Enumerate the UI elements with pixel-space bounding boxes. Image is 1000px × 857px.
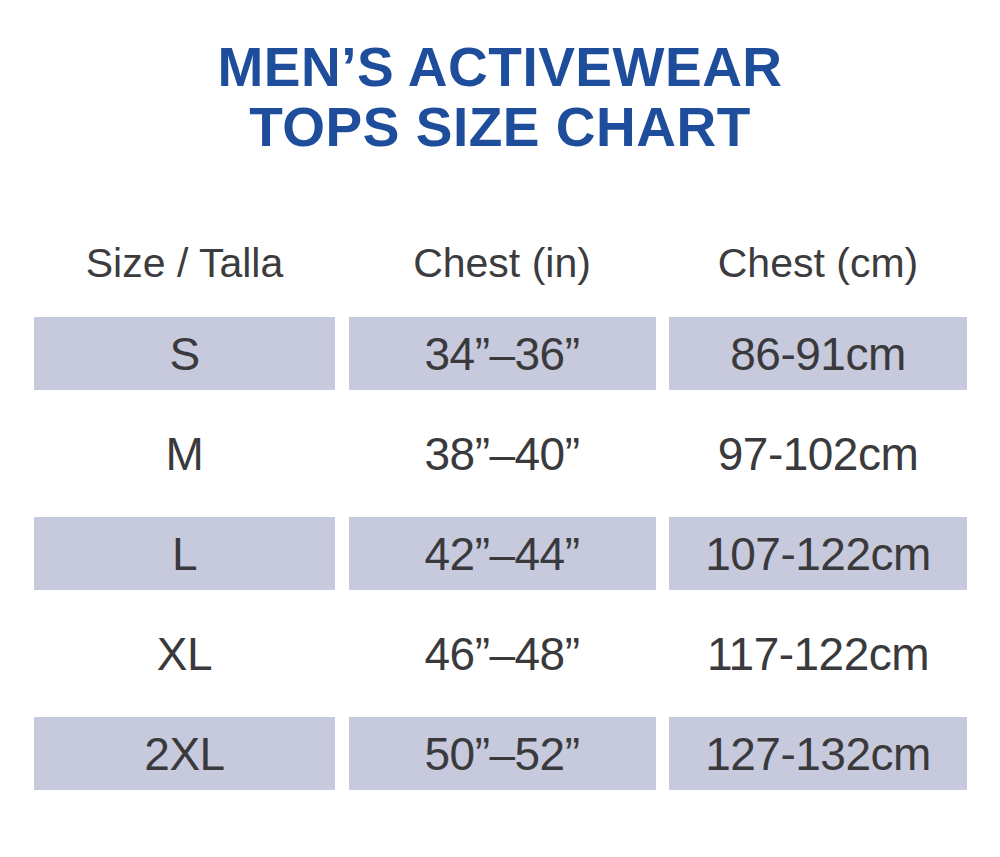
cell-chest-cm: 86-91cm — [669, 317, 967, 390]
table-row-xl: XL 46”–48” 117-122cm — [34, 617, 967, 690]
cell-size: 2XL — [34, 717, 335, 790]
table-header-row: Size / Talla Chest (in) Chest (cm) — [34, 227, 967, 299]
table-body: S 34”–36” 86-91cm M 38”–40” 97-102cm L 4… — [34, 317, 967, 790]
cell-size: S — [34, 317, 335, 390]
header-cell-chest-cm: Chest (cm) — [669, 227, 967, 299]
table-row-s: S 34”–36” 86-91cm — [34, 317, 967, 390]
cell-chest-in: 50”–52” — [349, 717, 656, 790]
cell-size: L — [34, 517, 335, 590]
cell-chest-cm: 127-132cm — [669, 717, 967, 790]
cell-chest-in: 46”–48” — [349, 617, 656, 690]
table-row-2xl: 2XL 50”–52” 127-132cm — [34, 717, 967, 790]
size-table: Size / Talla Chest (in) Chest (cm) S 34”… — [34, 227, 967, 790]
cell-chest-cm: 97-102cm — [669, 417, 967, 490]
cell-size: XL — [34, 617, 335, 690]
table-row-m: M 38”–40” 97-102cm — [34, 417, 967, 490]
cell-chest-cm: 107-122cm — [669, 517, 967, 590]
size-chart-graphic: MEN’S ACTIVEWEAR TOPS SIZE CHART Size / … — [0, 0, 1000, 857]
cell-chest-cm: 117-122cm — [669, 617, 967, 690]
chart-title-line-2: TOPS SIZE CHART — [0, 97, 1000, 157]
cell-chest-in: 42”–44” — [349, 517, 656, 590]
table-row-l: L 42”–44” 107-122cm — [34, 517, 967, 590]
chart-title: MEN’S ACTIVEWEAR TOPS SIZE CHART — [0, 37, 1000, 157]
chart-title-line-1: MEN’S ACTIVEWEAR — [0, 37, 1000, 97]
header-cell-size: Size / Talla — [34, 227, 335, 299]
cell-chest-in: 38”–40” — [349, 417, 656, 490]
cell-size: M — [34, 417, 335, 490]
cell-chest-in: 34”–36” — [349, 317, 656, 390]
header-cell-chest-in: Chest (in) — [349, 227, 656, 299]
